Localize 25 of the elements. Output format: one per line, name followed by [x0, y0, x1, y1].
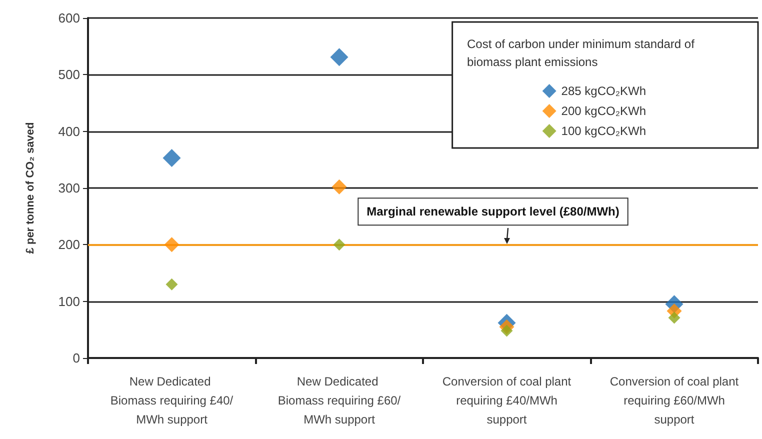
x-tick-label: Conversion of coal plant requiring £40/MWh support: [442, 374, 572, 426]
y-tick-label: 100: [58, 294, 80, 309]
point: [500, 324, 513, 337]
point: [332, 179, 347, 194]
point: [668, 312, 680, 324]
y-tick-label: 500: [58, 67, 80, 82]
ref-line-label: Marginal renewable support level (£80/MWh): [366, 204, 620, 219]
y-tick-label: 400: [58, 124, 80, 139]
x-tick-label: Conversion of coal plant requiring £60/MWh support: [610, 374, 740, 426]
legend-title: Cost of carbon under minimum standard of biomass plant emissions: [467, 37, 698, 69]
x-tick-label: New Dedicated Biomass requiring £60/MWh support: [278, 374, 402, 426]
point: [164, 237, 180, 252]
y-tick-label: 300: [58, 180, 80, 196]
y-tick-label: 600: [58, 10, 80, 26]
legend-label: 200 kgCO₂KWh: [561, 104, 646, 118]
y-tick-label: 0: [72, 350, 80, 366]
y-tick-label: 200: [58, 237, 80, 252]
x-tick-label: New Dedicated Biomass requiring £40/MWh support: [110, 374, 234, 426]
legend-label: 100 kgCO₂KWh: [561, 124, 646, 138]
point: [330, 48, 348, 66]
y-axis-title: £ per tonne of CO₂ saved: [24, 122, 36, 254]
legend-label: 285 kgCO₂KWh: [561, 84, 646, 98]
point: [162, 148, 181, 167]
point: [166, 278, 178, 290]
point: [333, 238, 346, 251]
